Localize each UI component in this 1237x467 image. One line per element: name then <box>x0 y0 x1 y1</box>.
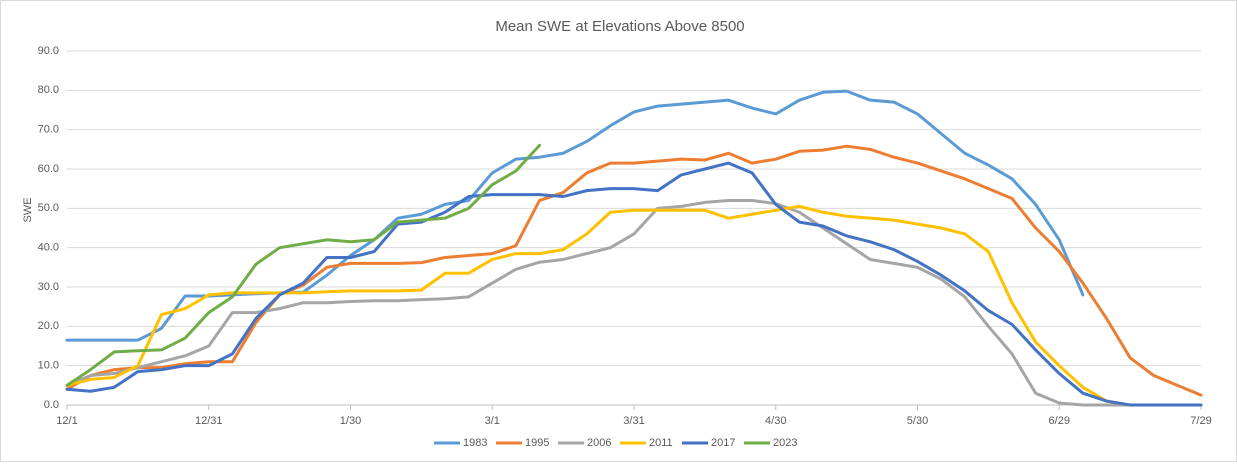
y-axis-label: SWE <box>22 197 34 222</box>
y-tick-label: 30.0 <box>38 281 59 293</box>
x-tick-label: 1/30 <box>340 415 361 427</box>
y-tick-label: 80.0 <box>38 84 59 96</box>
legend-label: 2011 <box>649 437 673 449</box>
legend-label: 2023 <box>773 437 797 449</box>
series-line <box>65 144 1203 397</box>
series-line <box>65 161 1203 407</box>
y-tick-label: 60.0 <box>38 163 59 175</box>
series-line <box>65 89 1085 342</box>
y-tick-label: 70.0 <box>38 124 59 136</box>
y-tick-label: 0.0 <box>44 399 59 411</box>
x-tick-label: 5/30 <box>907 415 928 427</box>
y-tick-label: 50.0 <box>38 202 59 214</box>
chart-title: Mean SWE at Elevations Above 8500 <box>495 18 744 35</box>
x-tick-label: 12/1 <box>56 415 77 427</box>
y-tick-label: 20.0 <box>38 320 59 332</box>
y-tick-label: 10.0 <box>38 360 59 372</box>
legend-label: 2006 <box>587 437 611 449</box>
legend-label: 2017 <box>711 437 735 449</box>
legend-label: 1983 <box>463 437 487 449</box>
legend-label: 1995 <box>525 437 549 449</box>
x-tick-label: 4/30 <box>765 415 786 427</box>
x-tick-label: 12/31 <box>195 415 223 427</box>
series-line <box>65 143 541 387</box>
y-tick-label: 90.0 <box>38 45 59 57</box>
y-tick-label: 40.0 <box>38 242 59 254</box>
x-tick-label: 6/29 <box>1049 415 1070 427</box>
x-tick-label: 7/29 <box>1190 415 1211 427</box>
x-tick-label: 3/1 <box>485 415 500 427</box>
series-line <box>65 198 1203 407</box>
series-line <box>65 204 1203 407</box>
x-tick-label: 3/31 <box>623 415 644 427</box>
